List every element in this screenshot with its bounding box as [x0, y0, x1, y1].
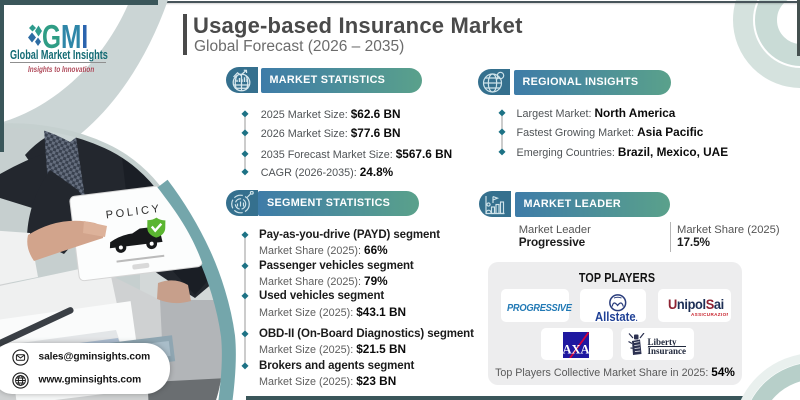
- svg-text:AXA: AXA: [563, 342, 589, 356]
- svg-text:ASSICURAZIONI: ASSICURAZIONI: [691, 312, 728, 317]
